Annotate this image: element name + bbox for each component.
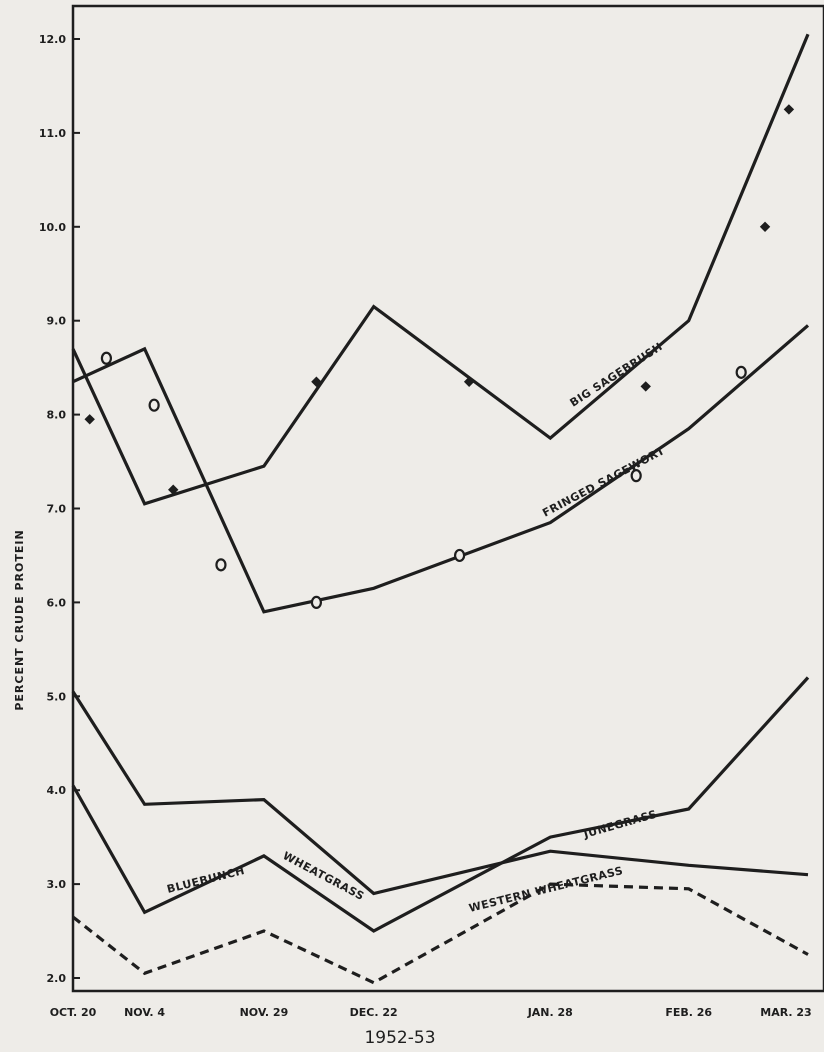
series-label-junegrass: JUNEGRASS [581, 808, 658, 842]
series-label-western-wheatgrass: WESTERN WHEATGRASS [468, 864, 625, 915]
y-tick-label: 10.0 [39, 221, 66, 234]
fringed-sagewort-marker [453, 548, 466, 563]
series-line-fringed-sagewort [72, 324, 810, 614]
plot-frame [71, 4, 824, 993]
big-sagebrush-marker [759, 221, 771, 233]
y-tick-label: 7.0 [47, 503, 67, 516]
big-sagebrush-marker [783, 104, 795, 115]
y-tick-label: 11.0 [39, 127, 66, 140]
y-axis-ticks: 2.0 3.0 4.0 5.0 6.0 7.0 8.0 9.0 10.0 11.0 12.0 [39, 33, 80, 985]
series-label-fringed-sagewort: FRINGED SAGEWORT [540, 444, 667, 520]
x-tick-label: NOV. 4 [124, 1006, 165, 1019]
series-line-junegrass [71, 676, 810, 933]
x-tick-label: OCT. 20 [50, 1006, 97, 1019]
big-sagebrush-marker [640, 381, 651, 392]
fringed-sagewort-marker [100, 351, 113, 365]
series-line-bluebunch-wheatgrass [71, 690, 809, 896]
big-sagebrush-marker [84, 414, 95, 425]
x-tick-label: MAR. 23 [760, 1006, 811, 1019]
series-line-western-wheatgrass [72, 882, 809, 985]
fringed-sagewort-marker [630, 469, 642, 483]
big-sagebrush-marker [311, 376, 322, 387]
x-axis-label: 1952-53 [364, 1028, 435, 1048]
x-tick-label: DEC. 22 [350, 1006, 398, 1019]
big-sagebrush-marker [463, 376, 475, 387]
series-label-big-sagebrush: BIG SAGEBRUSH [568, 340, 665, 410]
y-axis-label: PERCENT CRUDE PROTEIN [13, 529, 26, 710]
series-markers [84, 104, 795, 610]
y-tick-label: 2.0 [47, 972, 67, 985]
y-tick-label: 12.0 [39, 33, 66, 46]
y-tick-label: 6.0 [47, 596, 67, 609]
x-tick-label: JAN. 28 [527, 1006, 573, 1019]
y-tick-label: 9.0 [47, 315, 67, 328]
y-tick-label: 4.0 [47, 784, 67, 797]
x-axis-ticks: OCT. 20 NOV. 4 NOV. 29 DEC. 22 JAN. 28 FEB. 2… [50, 1006, 812, 1019]
x-tick-label: FEB. 26 [665, 1006, 712, 1019]
fringed-sagewort-marker [148, 398, 160, 412]
fringed-sagewort-marker [215, 558, 227, 572]
series-line-big-sagebrush [71, 33, 810, 506]
x-tick-label: NOV. 29 [240, 1006, 289, 1019]
y-tick-label: 8.0 [47, 409, 67, 422]
fringed-sagewort-marker [310, 595, 323, 610]
series-label-bluebunch: BLUEBUNCH [166, 864, 247, 896]
fringed-sagewort-marker [735, 365, 747, 379]
y-tick-label: 5.0 [47, 690, 67, 703]
series-lines [71, 33, 810, 985]
y-tick-label: 3.0 [47, 878, 67, 891]
big-sagebrush-marker [168, 484, 179, 495]
